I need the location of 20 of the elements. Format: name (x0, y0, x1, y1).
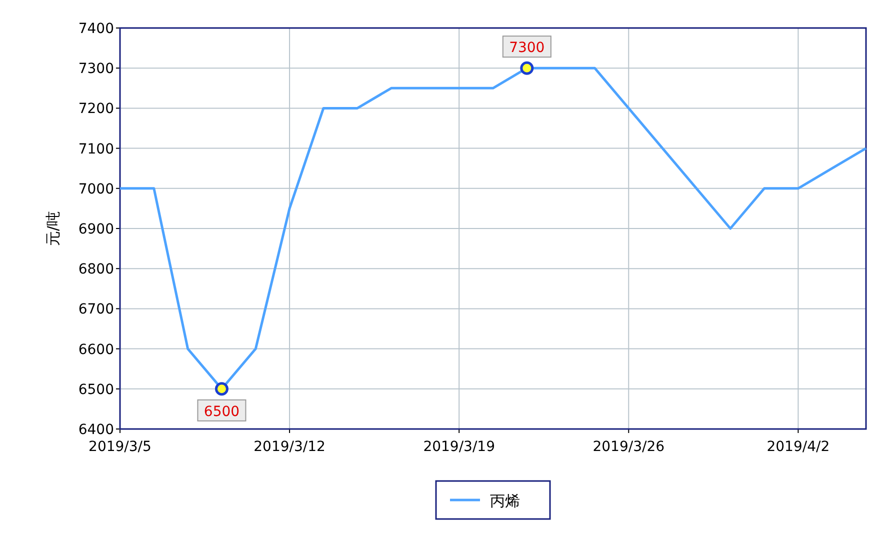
y-tick-label: 6400 (78, 422, 114, 438)
y-axis-title: 元/吨 (44, 210, 62, 246)
y-tick-label: 7400 (78, 21, 114, 37)
legend-label: 丙烯 (490, 492, 520, 510)
data-label: 6500 (204, 404, 240, 420)
y-tick-label: 7200 (78, 101, 114, 118)
y-tick-label: 6800 (78, 262, 114, 278)
x-tick-label: 2019/4/2 (766, 439, 830, 455)
y-tick-label: 6900 (78, 222, 114, 238)
y-tick-label: 7000 (78, 181, 114, 198)
data-label: 7300 (509, 40, 545, 56)
x-tick-label: 2019/3/5 (88, 439, 152, 455)
y-tick-label: 6600 (78, 342, 114, 358)
y-tick-label: 6700 (78, 302, 114, 318)
x-tick-label: 2019/3/26 (592, 439, 665, 455)
y-tick-label: 6500 (78, 382, 114, 398)
y-tick-label: 7100 (78, 141, 114, 158)
x-tick-label: 2019/3/19 (423, 439, 495, 455)
x-tick-label: 2019/3/12 (254, 439, 326, 455)
y-tick-label: 7300 (78, 61, 114, 78)
